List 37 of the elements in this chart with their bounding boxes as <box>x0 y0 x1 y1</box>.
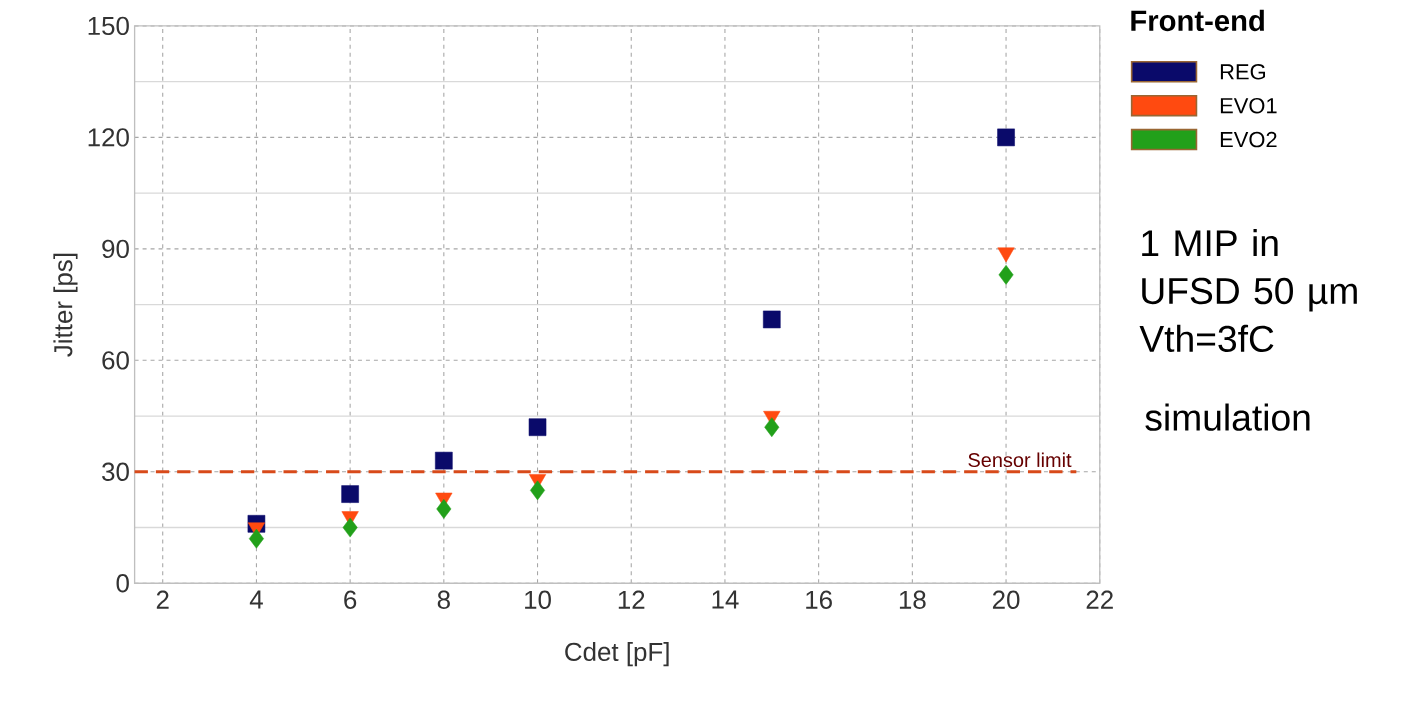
point <box>530 480 545 501</box>
point <box>435 451 453 470</box>
x-tick-label: 20 <box>992 590 1020 610</box>
y-tick-label: 120 <box>88 128 129 147</box>
x-tick-label: 12 <box>618 590 645 609</box>
x-tick-label: 16 <box>806 590 832 610</box>
text: 1 MIP in UFSD 50 µm Vth=3fC <box>1139 229 1357 353</box>
point <box>342 517 358 538</box>
x-tick-label: 2 <box>156 590 169 609</box>
y-tick-label: 60 <box>102 351 129 370</box>
legend-label: REG <box>1220 64 1266 80</box>
legend-label: EVO1 <box>1220 97 1277 114</box>
x-tick-label: 14 <box>712 590 739 609</box>
x-tick-label: 8 <box>437 590 450 610</box>
legend-title: Front-end <box>1131 9 1264 32</box>
y-tick-label: 0 <box>116 574 129 593</box>
x-axis-title: Cdet [pF] <box>565 642 669 667</box>
ref-line-label: Sensor limit <box>968 452 1072 468</box>
y-tick-label: 150 <box>88 16 129 36</box>
point <box>436 499 452 519</box>
point <box>248 528 264 549</box>
x-tick-label: 18 <box>899 590 926 610</box>
point <box>528 418 547 437</box>
text: simulation <box>1145 403 1310 431</box>
y-axis-title: Jitter [ps] <box>53 253 78 357</box>
y-tick-label: 90 <box>102 239 129 259</box>
point <box>341 485 359 503</box>
x-tick-label: 4 <box>249 590 263 609</box>
point <box>763 310 781 329</box>
x-tick-label: 10 <box>525 590 551 610</box>
legend-label: EVO2 <box>1220 131 1277 148</box>
x-tick-label: 6 <box>344 590 357 610</box>
x-tick-label: 22 <box>1086 590 1113 609</box>
point <box>998 265 1014 285</box>
point <box>997 128 1015 147</box>
y-tick-label: 30 <box>102 462 129 482</box>
point <box>764 417 780 438</box>
